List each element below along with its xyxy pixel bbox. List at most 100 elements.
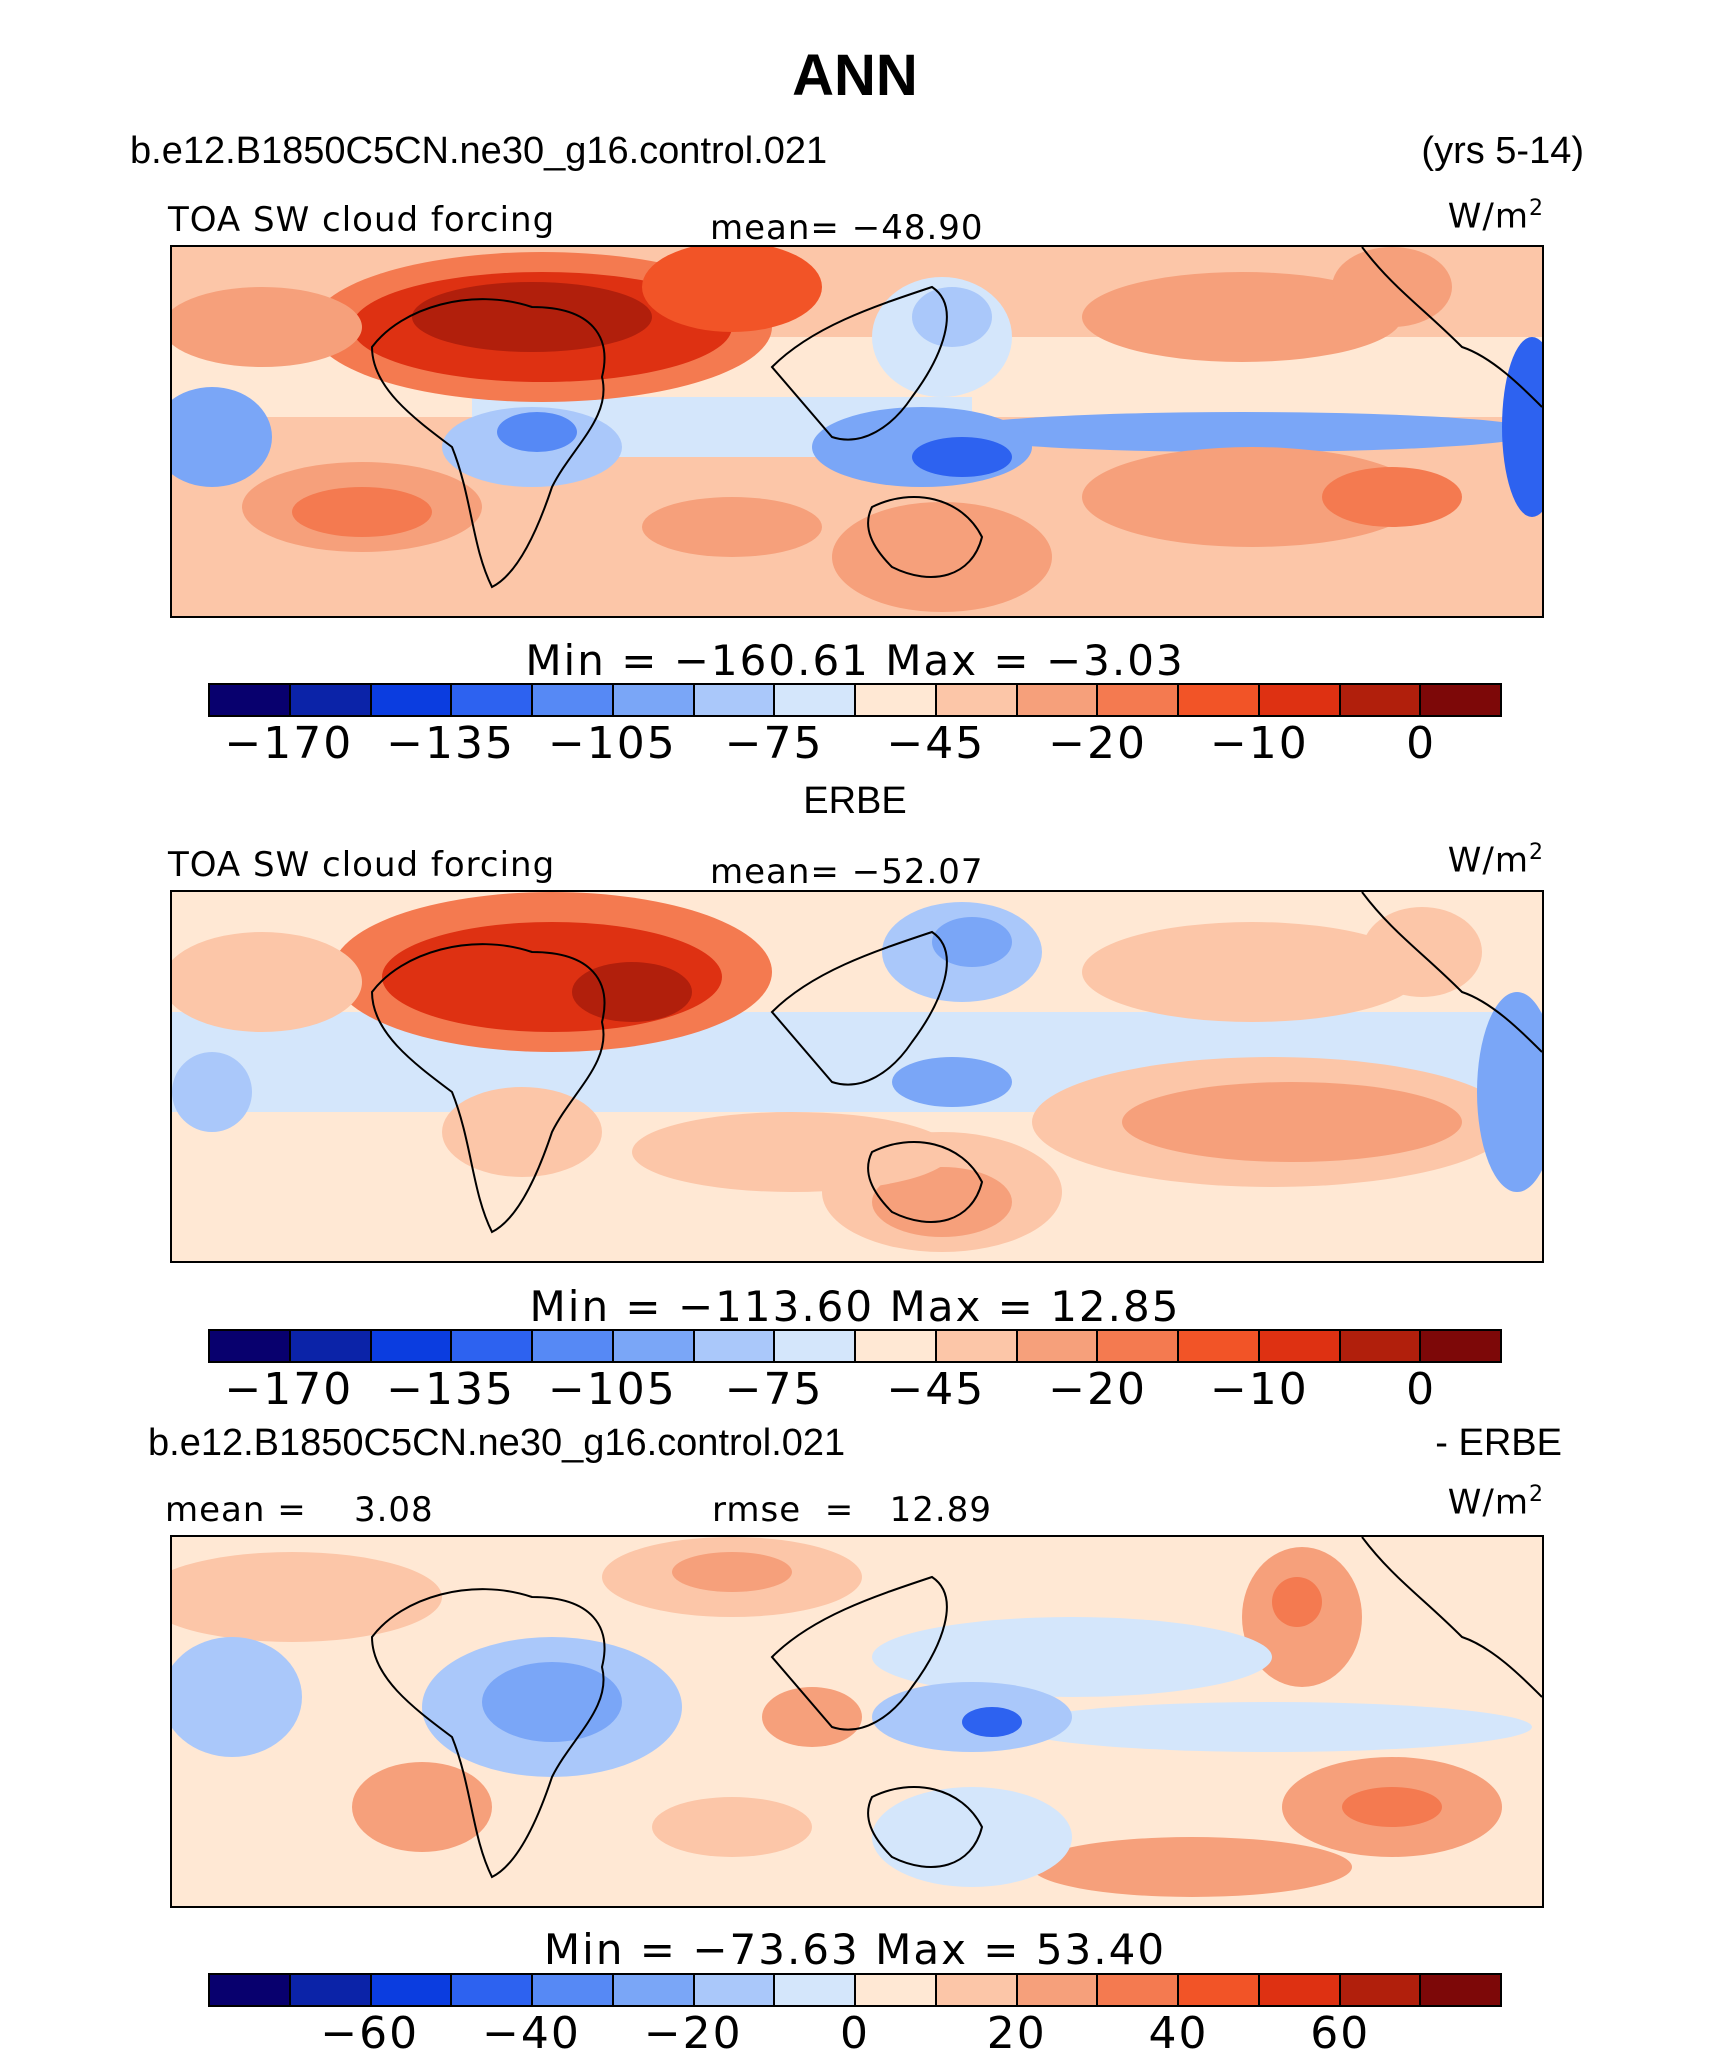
colorbar-tick-label: −135 — [386, 718, 516, 769]
colorbar-swatch — [452, 685, 533, 715]
colorbar-swatch — [1259, 1331, 1341, 1361]
panel2-map — [170, 890, 1544, 1263]
colorbar-swatch — [1421, 1975, 1500, 2005]
colorbar-swatch — [856, 685, 937, 715]
panel1-map — [170, 245, 1544, 618]
colorbar-swatch — [694, 685, 776, 715]
colorbar-swatch — [936, 1975, 1018, 2005]
panel1-units-base: W/m — [1447, 196, 1529, 237]
case-name: b.e12.B1850C5CN.ne30_g16.control.021 — [130, 130, 828, 172]
panel3-rmse: rmse = 12.89 — [712, 1490, 992, 1530]
colorbar-tick-label: 0 — [1406, 718, 1437, 769]
obs-title: ERBE — [803, 780, 907, 822]
colorbar-swatch — [936, 685, 1018, 715]
colorbar-tick-label: −45 — [886, 1364, 986, 1415]
panel2-units-base: W/m — [1447, 840, 1529, 881]
colorbar-tick-label: −170 — [224, 718, 354, 769]
colorbar-tick-label: −60 — [320, 2008, 420, 2059]
colorbar-swatch — [290, 685, 372, 715]
panel2-colorbar — [208, 1329, 1502, 1363]
colorbar-tick-label: −20 — [1048, 718, 1148, 769]
colorbar-tick-label: 60 — [1310, 2008, 1371, 2059]
colorbar-swatch — [452, 1331, 533, 1361]
colorbar-swatch — [1179, 1331, 1260, 1361]
panel2-units: W/m2 — [1448, 840, 1544, 880]
colorbar-swatch — [290, 1331, 372, 1361]
colorbar-swatch — [210, 685, 291, 715]
panel3-mean: mean = 3.08 — [165, 1490, 434, 1530]
colorbar-tick-label: −75 — [724, 718, 824, 769]
colorbar-swatch — [533, 1975, 614, 2005]
colorbar-swatch — [210, 1975, 291, 2005]
colorbar-swatch — [613, 1975, 695, 2005]
colorbar-swatch — [775, 685, 856, 715]
panel2-mean: mean= −52.07 — [710, 852, 984, 892]
colorbar-swatch — [371, 1331, 453, 1361]
colorbar-tick-label: 0 — [1406, 1364, 1437, 1415]
panel3-colorbar-ticks: −60 −40 −20 0 20 40 60 — [208, 2008, 1502, 2064]
years-label: (yrs 5-14) — [1421, 130, 1584, 172]
panel1-units: W/m2 — [1448, 196, 1544, 236]
colorbar-swatch — [533, 1331, 614, 1361]
panel3-units-exp: 2 — [1529, 1482, 1544, 1507]
panel2-field-label: TOA SW cloud forcing — [168, 845, 556, 885]
panel1-map-svg — [172, 247, 1542, 616]
panel1-colorbar — [208, 683, 1502, 717]
page-title: ANN — [792, 43, 918, 108]
colorbar-swatch — [1098, 1975, 1179, 2005]
panel3-colorbar — [208, 1973, 1502, 2007]
colorbar-tick-label: −40 — [482, 2008, 581, 2059]
colorbar-swatch — [533, 685, 614, 715]
diff-case-name: b.e12.B1850C5CN.ne30_g16.control.021 — [148, 1422, 846, 1464]
colorbar-swatch — [1340, 1331, 1422, 1361]
colorbar-swatch — [1017, 685, 1099, 715]
colorbar-swatch — [613, 685, 695, 715]
colorbar-tick-label: 40 — [1148, 2008, 1209, 2059]
diff-suffix: - ERBE — [1435, 1422, 1562, 1464]
colorbar-tick-label: 0 — [840, 2008, 870, 2059]
panel2-colorbar-ticks: −170 −135 −105 −75 −45 −20 −10 0 — [208, 1364, 1502, 1420]
colorbar-tick-label: −20 — [643, 2008, 743, 2059]
panel1-field-label: TOA SW cloud forcing — [168, 200, 556, 240]
colorbar-swatch — [452, 1975, 533, 2005]
colorbar-swatch — [1017, 1975, 1099, 2005]
colorbar-tick-label: −105 — [547, 1364, 677, 1415]
colorbar-swatch — [1340, 685, 1422, 715]
colorbar-swatch — [1259, 1975, 1341, 2005]
colorbar-swatch — [1179, 685, 1260, 715]
colorbar-swatch — [1098, 1331, 1179, 1361]
colorbar-tick-label: −10 — [1209, 718, 1309, 769]
colorbar-swatch — [856, 1975, 937, 2005]
panel3-map — [170, 1535, 1544, 1908]
colorbar-swatch — [1179, 1975, 1260, 2005]
panel3-units: W/m2 — [1448, 1482, 1544, 1522]
panel1-minmax: Min = −160.61 Max = −3.03 — [525, 636, 1185, 685]
colorbar-swatch — [1421, 1331, 1500, 1361]
colorbar-swatch — [613, 1331, 695, 1361]
panel1-units-exp: 2 — [1529, 196, 1544, 221]
colorbar-tick-label: −45 — [886, 718, 986, 769]
colorbar-swatch — [371, 685, 453, 715]
panel2-minmax: Min = −113.60 Max = 12.85 — [529, 1282, 1181, 1331]
colorbar-tick-label: −105 — [547, 718, 677, 769]
colorbar-swatch — [210, 1331, 291, 1361]
colorbar-tick-label: −170 — [224, 1364, 354, 1415]
colorbar-swatch — [371, 1975, 453, 2005]
colorbar-swatch — [856, 1331, 937, 1361]
colorbar-tick-label: −10 — [1209, 1364, 1309, 1415]
colorbar-swatch — [1340, 1975, 1422, 2005]
colorbar-swatch — [290, 1975, 372, 2005]
panel1-mean: mean= −48.90 — [710, 208, 984, 248]
panel2-map-svg — [172, 892, 1542, 1261]
colorbar-swatch — [694, 1331, 776, 1361]
colorbar-swatch — [1259, 685, 1341, 715]
colorbar-swatch — [1098, 685, 1179, 715]
panel2-units-exp: 2 — [1529, 840, 1544, 865]
colorbar-tick-label: 20 — [986, 2008, 1047, 2059]
panel3-map-svg — [172, 1537, 1542, 1906]
colorbar-swatch — [775, 1975, 856, 2005]
colorbar-swatch — [775, 1331, 856, 1361]
panel3-units-base: W/m — [1447, 1482, 1529, 1523]
colorbar-swatch — [1421, 685, 1500, 715]
colorbar-tick-label: −135 — [386, 1364, 516, 1415]
